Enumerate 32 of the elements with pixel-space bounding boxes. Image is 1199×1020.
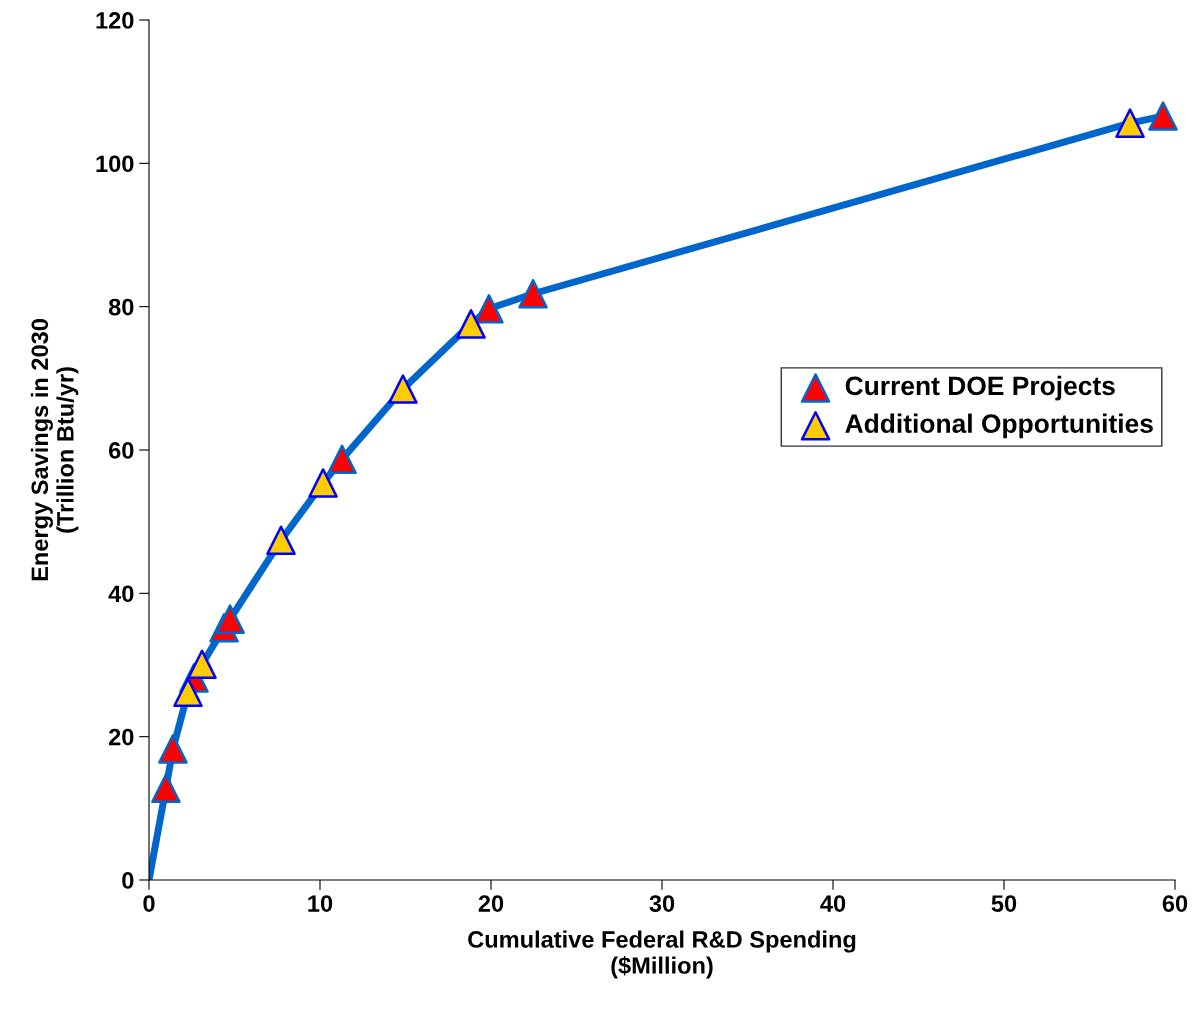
legend-label: Current DOE Projects [845,375,1115,401]
point [474,294,504,324]
x-axis-title: Cumulative Federal R&D Spending ($Million) [468,930,856,979]
x-tick-label: 20 [478,895,504,912]
point [158,734,188,764]
point [266,525,296,556]
x-tick-label: 30 [649,895,675,912]
y-tick-label: 120 [96,12,134,29]
y-tick-label: 80 [108,298,134,316]
y-tick-label: 20 [108,728,134,746]
point [173,677,203,708]
x-tick-label: 50 [991,895,1017,912]
y-tick-label: 100 [96,155,134,173]
x-tick-label: 0 [143,895,155,912]
point [308,468,338,498]
point [1115,108,1145,138]
x-tick-label: 40 [820,895,846,912]
point [327,444,357,475]
x-tick-label: 10 [308,895,333,912]
point [456,309,486,339]
point [187,649,217,680]
x-tick-label: 60 [1162,895,1188,912]
y-tick-label: 0 [122,872,134,889]
point [518,278,548,309]
point [215,604,245,634]
point [1148,101,1178,131]
y-axis-title: Energy Savings in 2030 (Trillion Btu/yr) [30,319,79,581]
point [151,773,181,804]
legend-label: Additional Opportunities [845,413,1153,439]
y-tick-label: 40 [108,585,134,603]
point [388,374,418,404]
y-tick-label: 60 [109,442,134,459]
